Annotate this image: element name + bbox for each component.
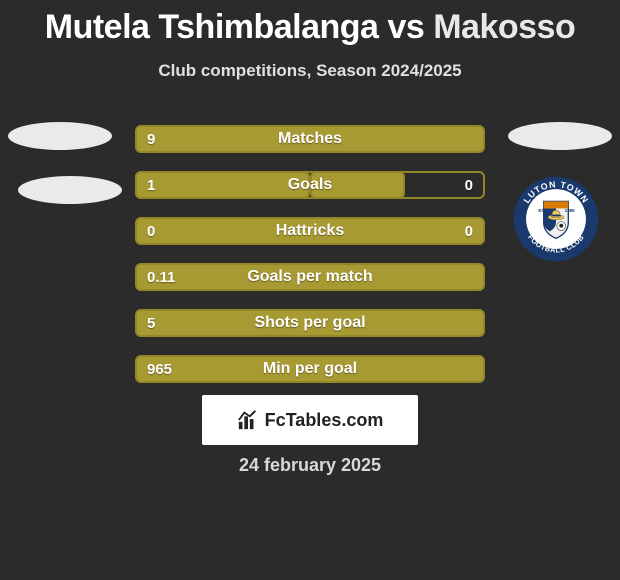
player2-photo-placeholder xyxy=(508,122,612,150)
player1-photo-placeholder xyxy=(8,122,112,150)
svg-text:EST: EST xyxy=(538,208,547,213)
svg-text:1885: 1885 xyxy=(565,208,575,213)
page-title: Mutela Tshimbalanga vs Makosso xyxy=(0,0,620,47)
stat-rows: Matches9 Goals10 Hattricks00 Goals per matc… xyxy=(135,125,485,401)
stat-row: Matches9 xyxy=(135,125,485,153)
watermark-text: FcTables.com xyxy=(265,410,384,431)
date-label: 24 february 2025 xyxy=(0,455,620,476)
stat-row: Shots per goal5 xyxy=(135,309,485,337)
stat-value-right: 0 xyxy=(465,171,473,199)
club-crest-luton: LUTON TOWN FOOTBALL CLUB EST 1885 xyxy=(512,175,600,263)
stat-row: Goals10 xyxy=(135,171,485,199)
player1-club-placeholder xyxy=(18,176,122,204)
stat-row: Hattricks00 xyxy=(135,217,485,245)
chart-icon xyxy=(237,409,259,431)
player1-name: Mutela Tshimbalanga xyxy=(45,8,379,46)
stat-row: Goals per match0.11 xyxy=(135,263,485,291)
player2-name: Makosso xyxy=(433,8,575,46)
stat-row: Min per goal965 xyxy=(135,355,485,383)
vs-text: vs xyxy=(387,8,424,46)
subtitle: Club competitions, Season 2024/2025 xyxy=(0,61,620,81)
fctables-watermark: FcTables.com xyxy=(202,395,418,445)
